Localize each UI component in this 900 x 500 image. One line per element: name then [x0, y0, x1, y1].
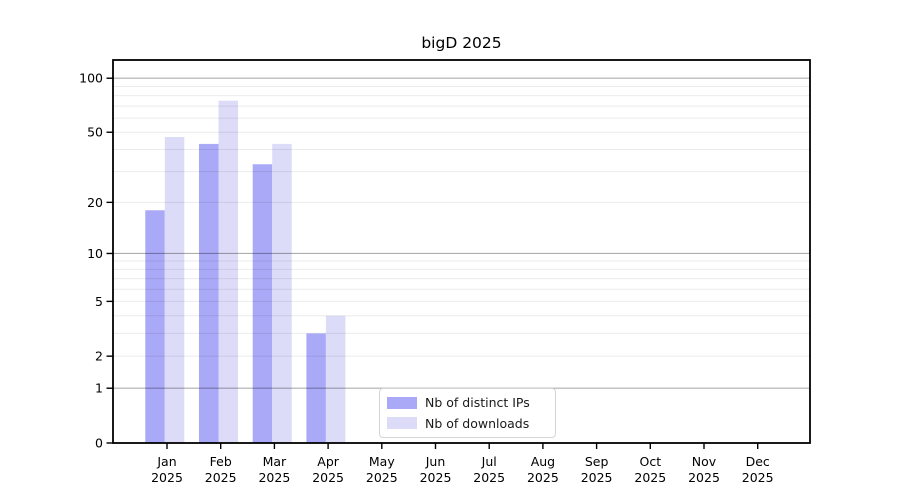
- bar-downloads: [325, 315, 346, 443]
- bar-downloads: [272, 143, 292, 444]
- x-tick-label-month: Aug: [531, 454, 555, 469]
- x-tick-label-year: 2025: [366, 470, 398, 485]
- y-tick-label: 50: [87, 125, 103, 140]
- legend-item-downloads: Nb of downloads: [387, 416, 546, 432]
- y-tick-label: 10: [87, 246, 103, 261]
- chart-title: bigD 2025: [421, 34, 502, 52]
- legend-swatch-distinct-ips: [387, 396, 417, 409]
- x-tick-label-year: 2025: [258, 470, 290, 485]
- x-tick-label-month: Oct: [639, 454, 661, 469]
- x-tick-label-year: 2025: [312, 470, 344, 485]
- bar-distinct-ips: [145, 210, 165, 443]
- legend-label-distinct-ips: Nb of distinct IPs: [425, 395, 530, 410]
- legend-swatch-downloads: [387, 417, 417, 430]
- bar-distinct-ips: [252, 164, 273, 443]
- x-tick-label-month: Mar: [263, 454, 287, 469]
- bar-downloads: [164, 137, 185, 443]
- y-tick-label: 2: [95, 349, 103, 364]
- bar-distinct-ips: [199, 143, 219, 444]
- x-tick-label-month: Sep: [585, 454, 609, 469]
- x-tick-label-year: 2025: [420, 470, 452, 485]
- x-tick-label-year: 2025: [742, 470, 774, 485]
- x-tick-label-month: May: [369, 454, 395, 469]
- x-tick-label-month: Apr: [317, 454, 339, 469]
- x-tick-label-month: Jul: [481, 454, 497, 469]
- legend-label-downloads: Nb of downloads: [425, 415, 530, 431]
- x-tick-label-year: 2025: [527, 470, 559, 485]
- y-tick-label: 20: [87, 195, 103, 210]
- x-tick-label-month: Dec: [746, 454, 770, 469]
- legend-item-distinct-ips: Nb of distinct IPs: [387, 395, 546, 411]
- x-tick-label-year: 2025: [151, 470, 183, 485]
- y-tick-label: 0: [95, 436, 103, 451]
- y-tick-label: 5: [95, 294, 103, 309]
- x-tick-label-year: 2025: [473, 470, 505, 485]
- bar-downloads: [218, 100, 238, 443]
- x-tick-label-year: 2025: [634, 470, 666, 485]
- axis-frame: [112, 59, 811, 444]
- x-tick-label-month: Jan: [156, 454, 176, 469]
- x-tick-label-month: Jun: [425, 454, 446, 469]
- x-tick-label-month: Nov: [692, 454, 717, 469]
- legend: Nb of distinct IPs Nb of downloads: [379, 388, 556, 439]
- x-tick-label-year: 2025: [581, 470, 613, 485]
- bar-distinct-ips: [306, 333, 326, 443]
- x-tick-label-year: 2025: [688, 470, 720, 485]
- y-tick-label: 1: [95, 381, 103, 396]
- x-tick-label-month: Feb: [210, 454, 232, 469]
- y-tick-label: 100: [79, 71, 103, 86]
- x-tick-label-year: 2025: [205, 470, 237, 485]
